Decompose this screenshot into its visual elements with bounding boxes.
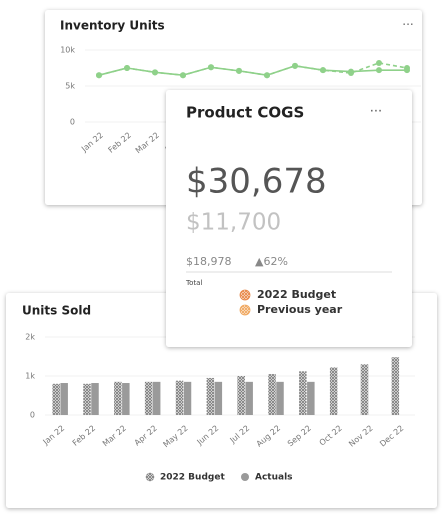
bar bbox=[183, 381, 192, 415]
point bbox=[96, 72, 102, 79]
bar bbox=[214, 381, 223, 415]
kpi-label: Total bbox=[185, 279, 202, 287]
bar bbox=[268, 374, 276, 415]
legend-marker bbox=[145, 472, 155, 482]
bar bbox=[83, 383, 91, 415]
bar bbox=[144, 381, 153, 415]
menu[interactable]: ··· bbox=[370, 105, 382, 120]
bar bbox=[237, 376, 245, 415]
kpi-value: $30,678 bbox=[186, 162, 327, 202]
point bbox=[180, 72, 186, 79]
card bbox=[166, 90, 412, 347]
point bbox=[208, 64, 214, 71]
legend-label: 2022 Budget bbox=[160, 473, 225, 483]
card-title: Inventory Units bbox=[60, 19, 165, 33]
card-title: Units Sold bbox=[22, 304, 91, 318]
point bbox=[236, 67, 242, 74]
bar bbox=[122, 383, 130, 415]
bar bbox=[391, 357, 400, 415]
bar bbox=[114, 381, 122, 415]
legend-marker bbox=[239, 289, 251, 301]
kpi-title: Product COGS bbox=[186, 104, 304, 122]
bar bbox=[152, 381, 161, 415]
bar bbox=[91, 383, 99, 415]
bar bbox=[299, 371, 307, 415]
bar bbox=[60, 383, 68, 415]
legend-label: 2022 Budget bbox=[257, 288, 336, 301]
bar bbox=[307, 381, 315, 415]
kpi-secondary: $11,700 bbox=[186, 210, 281, 236]
kpi-change: ▲62% bbox=[255, 255, 288, 268]
bar bbox=[52, 383, 60, 415]
point bbox=[348, 70, 354, 77]
y-tick-label: 2k bbox=[25, 333, 35, 342]
bar bbox=[360, 364, 369, 415]
y-tick-label: 10k bbox=[60, 46, 75, 55]
legend-label: Actuals bbox=[255, 473, 293, 483]
menu[interactable]: ··· bbox=[402, 18, 413, 32]
point bbox=[376, 59, 382, 66]
y-tick-label: 5k bbox=[65, 82, 75, 91]
point bbox=[124, 65, 130, 71]
bar bbox=[245, 381, 253, 415]
bar bbox=[276, 381, 284, 415]
kpi-card: Product COGS ··· $30,678 $11,700 $18,978… bbox=[166, 90, 412, 347]
point bbox=[292, 62, 298, 69]
y-tick-label: 0 bbox=[70, 118, 75, 127]
legend-marker bbox=[241, 473, 249, 481]
bar bbox=[329, 367, 338, 415]
legend-marker bbox=[239, 304, 251, 316]
kpi-compare: $18,978 bbox=[186, 255, 232, 268]
point bbox=[320, 67, 326, 74]
bar bbox=[175, 380, 184, 415]
point bbox=[376, 67, 382, 74]
point bbox=[264, 72, 270, 79]
legend-label: Previous year bbox=[257, 303, 343, 316]
bar bbox=[206, 377, 215, 415]
point bbox=[404, 65, 410, 71]
y-tick-label: 1k bbox=[25, 372, 35, 381]
y-tick-label: 0 bbox=[30, 411, 35, 420]
point bbox=[152, 69, 158, 76]
line bbox=[98, 62, 408, 77]
